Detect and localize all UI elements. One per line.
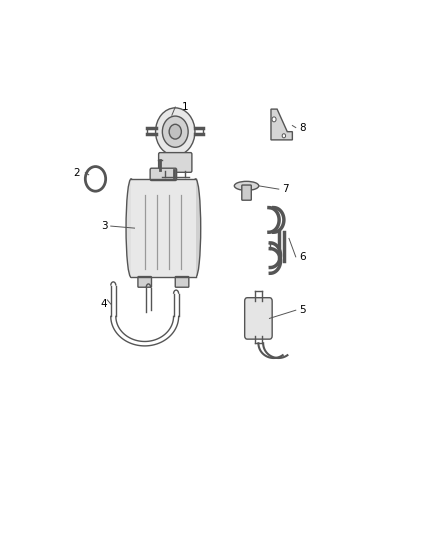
FancyBboxPatch shape: [138, 277, 152, 287]
FancyBboxPatch shape: [245, 298, 272, 339]
FancyBboxPatch shape: [159, 152, 192, 172]
Text: 6: 6: [299, 252, 306, 262]
Text: 1: 1: [182, 102, 189, 112]
Text: 7: 7: [282, 184, 289, 194]
Text: 8: 8: [299, 123, 306, 133]
Circle shape: [169, 124, 181, 139]
Text: 4: 4: [101, 299, 107, 309]
FancyBboxPatch shape: [175, 277, 189, 287]
Text: 5: 5: [299, 305, 306, 315]
Polygon shape: [271, 109, 293, 140]
Ellipse shape: [126, 179, 136, 277]
FancyBboxPatch shape: [242, 185, 251, 200]
Text: 3: 3: [101, 221, 107, 231]
Ellipse shape: [191, 179, 201, 277]
Text: 2: 2: [74, 168, 80, 177]
Ellipse shape: [234, 181, 259, 190]
Circle shape: [272, 117, 276, 122]
Polygon shape: [131, 179, 196, 277]
Circle shape: [155, 108, 195, 156]
Circle shape: [162, 116, 188, 147]
FancyBboxPatch shape: [150, 168, 177, 181]
Circle shape: [282, 134, 286, 138]
